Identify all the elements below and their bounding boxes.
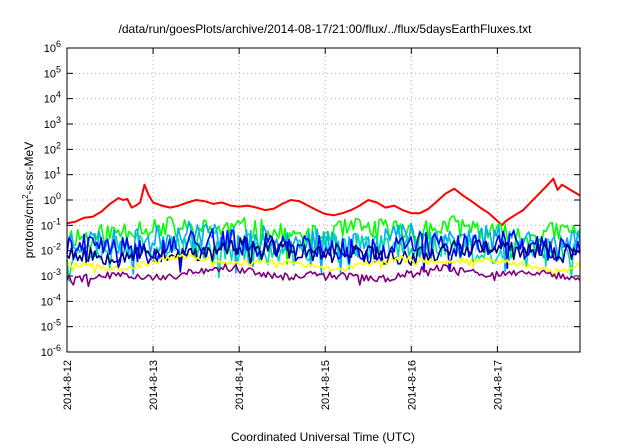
x-axis-ticks: 2014-8-12 2014-8-13 2014-8-14 2014-8-15 2014… [62,48,504,410]
y-tick-label: 106 [44,39,61,55]
y-tick-label: 10-3 [41,267,61,283]
series-line-6 [66,237,581,266]
y-tick-label: 10-5 [41,318,61,334]
y-tick-label: 101 [44,166,61,182]
x-axis-label: Coordinated Universal Time (UTC) [231,430,415,444]
x-tick-label: 2014-8-17 [492,360,504,410]
y-tick-label: 103 [44,115,61,131]
y-tick-label: 100 [44,191,61,207]
y-axis-label-base: protons/cm [22,199,36,258]
x-tick-label: 2014-8-13 [148,360,160,410]
plot-frame [66,47,581,353]
y-axis-label: protons/cm2-s-sr-MeV [21,142,36,258]
x-tick-label: 2014-8-14 [234,360,246,410]
grid [67,48,580,352]
y-tick-label: 105 [44,64,61,80]
y-tick-label: 10-6 [41,343,61,359]
y-tick-label: 10-4 [41,292,61,308]
series-line-1 [66,177,581,227]
chart-title: /data/run/goesPlots/archive/2014-08-17/2… [119,22,533,36]
x-tick-label: 2014-8-16 [406,360,418,410]
y-tick-label: 10-1 [41,216,61,232]
y-tick-label: 10-2 [41,242,61,258]
y-tick-label: 104 [44,90,61,106]
y-tick-label: 102 [44,140,61,156]
series-line-3 [66,220,581,275]
x-tick-label: 2014-8-12 [62,360,74,410]
y-axis-label-sup: 2 [21,194,30,199]
y-axis-label-rest: -s-sr-MeV [22,142,36,195]
x-tick-label: 2014-8-15 [320,360,332,410]
series-group [66,177,581,288]
series-line-8 [66,263,581,288]
series-line-7 [66,253,581,277]
